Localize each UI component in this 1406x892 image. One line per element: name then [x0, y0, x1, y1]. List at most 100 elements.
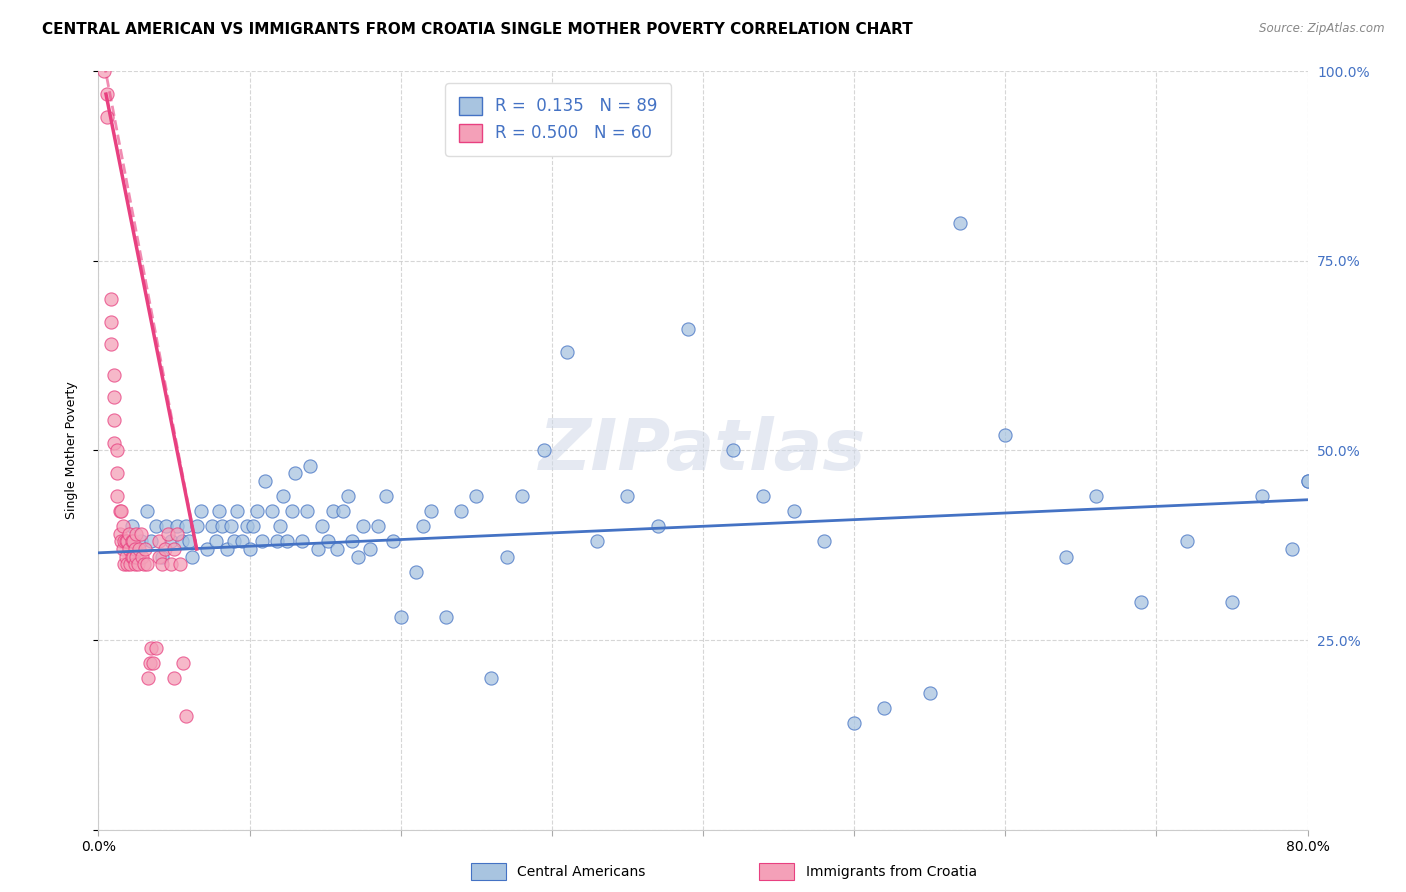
Point	[166, 526, 188, 541]
Point	[253, 474, 276, 488]
Text: ZIPatlas: ZIPatlas	[540, 416, 866, 485]
Point	[160, 534, 183, 549]
Point	[231, 534, 253, 549]
Point	[150, 549, 173, 564]
Point	[311, 519, 333, 533]
Text: Immigrants from Croatia: Immigrants from Croatia	[806, 865, 977, 880]
Point	[405, 565, 427, 579]
Point	[360, 542, 382, 557]
Point	[108, 526, 131, 541]
Point	[382, 534, 405, 549]
Point	[127, 557, 149, 572]
Point	[367, 519, 389, 533]
Point	[465, 489, 488, 503]
Point	[215, 542, 238, 557]
Point	[1175, 534, 1198, 549]
Point	[110, 504, 132, 518]
Point	[150, 557, 173, 572]
Point	[994, 428, 1017, 442]
Point	[1281, 542, 1303, 557]
Point	[121, 549, 143, 564]
Point	[195, 542, 218, 557]
Point	[121, 534, 143, 549]
Point	[163, 671, 186, 685]
Point	[131, 549, 153, 564]
Point	[141, 534, 163, 549]
Text: Central Americans: Central Americans	[517, 865, 645, 880]
Point	[533, 443, 555, 458]
Point	[647, 519, 669, 533]
Point	[291, 534, 314, 549]
Point	[181, 549, 204, 564]
Point	[316, 534, 339, 549]
Point	[281, 504, 304, 518]
Point	[172, 656, 194, 670]
Point	[112, 534, 135, 549]
Point	[221, 519, 243, 533]
Point	[201, 519, 224, 533]
Point	[352, 519, 374, 533]
Point	[160, 557, 183, 572]
Point	[148, 549, 170, 564]
Point	[125, 549, 148, 564]
Point	[179, 534, 201, 549]
Point	[136, 671, 159, 685]
Point	[322, 504, 344, 518]
Text: CENTRAL AMERICAN VS IMMIGRANTS FROM CROATIA SINGLE MOTHER POVERTY CORRELATION CH: CENTRAL AMERICAN VS IMMIGRANTS FROM CROA…	[42, 22, 912, 37]
Point	[103, 436, 125, 450]
Point	[111, 542, 134, 557]
Point	[166, 519, 188, 533]
Point	[412, 519, 434, 533]
Point	[100, 314, 122, 328]
Point	[190, 504, 212, 518]
Point	[145, 640, 167, 655]
Y-axis label: Single Mother Poverty: Single Mother Poverty	[65, 382, 77, 519]
Point	[555, 344, 578, 359]
Point	[616, 489, 638, 503]
Point	[142, 656, 165, 670]
Point	[1296, 474, 1319, 488]
Point	[120, 557, 142, 572]
Point	[169, 557, 191, 572]
Point	[336, 489, 359, 503]
Point	[153, 542, 176, 557]
Point	[93, 64, 115, 78]
Point	[145, 519, 167, 533]
Point	[186, 519, 208, 533]
Point	[1085, 489, 1108, 503]
Point	[96, 110, 118, 124]
Point	[96, 87, 118, 102]
Point	[389, 610, 412, 624]
Point	[125, 526, 148, 541]
Point	[1054, 549, 1077, 564]
Point	[239, 542, 262, 557]
Point	[139, 656, 162, 670]
Legend: R =  0.135   N = 89, R = 0.500   N = 60: R = 0.135 N = 89, R = 0.500 N = 60	[446, 84, 671, 156]
Point	[148, 534, 170, 549]
Point	[121, 519, 143, 533]
Point	[103, 391, 125, 405]
Point	[295, 504, 318, 518]
Point	[262, 504, 284, 518]
Point	[105, 443, 128, 458]
Point	[1296, 474, 1319, 488]
Point	[100, 337, 122, 351]
Point	[122, 549, 145, 564]
Point	[235, 519, 257, 533]
Point	[332, 504, 354, 518]
Point	[450, 504, 472, 518]
Point	[752, 489, 775, 503]
Point	[224, 534, 246, 549]
Point	[307, 542, 329, 557]
Point	[100, 292, 122, 306]
Point	[110, 534, 132, 549]
Point	[495, 549, 517, 564]
Point	[111, 519, 134, 533]
Point	[114, 534, 136, 549]
Point	[103, 368, 125, 382]
Point	[105, 467, 128, 481]
Point	[156, 526, 179, 541]
Point	[269, 519, 291, 533]
Point	[284, 467, 307, 481]
Point	[723, 443, 745, 458]
